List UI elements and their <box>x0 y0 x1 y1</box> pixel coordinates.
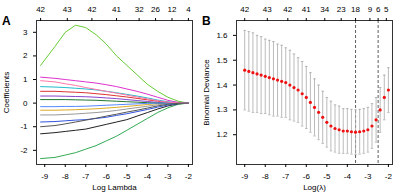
svg-text:43: 43 <box>63 5 72 14</box>
svg-text:-4: -4 <box>144 172 152 181</box>
html-text:A: A <box>2 14 11 28</box>
svg-text:2: 2 <box>23 51 28 60</box>
svg-text:-7: -7 <box>82 172 90 181</box>
svg-text:Binomial Deviance: Binomial Deviance <box>202 59 211 126</box>
svg-text:-8: -8 <box>62 172 70 181</box>
svg-text:Coefficients: Coefficients <box>2 72 11 114</box>
svg-text:-2: -2 <box>385 172 393 181</box>
svg-text:32: 32 <box>135 5 144 14</box>
svg-text:-2: -2 <box>185 172 193 181</box>
svg-text:-3: -3 <box>364 172 372 181</box>
svg-text:1.2: 1.2 <box>216 130 228 139</box>
svg-text:-6: -6 <box>103 172 111 181</box>
svg-text:-9: -9 <box>241 172 249 181</box>
svg-text:41: 41 <box>112 5 121 14</box>
svg-text:5: 5 <box>384 5 389 14</box>
svg-text:26: 26 <box>151 5 160 14</box>
svg-text:1: 1 <box>23 75 28 84</box>
svg-text:6: 6 <box>376 5 381 14</box>
svg-text:-1: -1 <box>20 122 28 131</box>
svg-text:-2: -2 <box>20 146 28 155</box>
svg-text:-8: -8 <box>262 172 270 181</box>
svg-text:-7: -7 <box>282 172 290 181</box>
svg-text:1.5: 1.5 <box>216 56 228 65</box>
svg-text:42: 42 <box>87 5 96 14</box>
svg-text:-3: -3 <box>164 172 172 181</box>
svg-text:1.6: 1.6 <box>216 31 228 40</box>
svg-text:1.3: 1.3 <box>216 105 228 114</box>
svg-text:9: 9 <box>368 5 373 14</box>
svg-text:42: 42 <box>36 5 45 14</box>
svg-text:12: 12 <box>168 5 177 14</box>
svg-text:23: 23 <box>337 5 346 14</box>
svg-text:34: 34 <box>320 5 329 14</box>
svg-text:-5: -5 <box>323 172 331 181</box>
svg-text:18: 18 <box>351 5 360 14</box>
svg-text:Log Lambda: Log Lambda <box>92 183 137 192</box>
svg-text:42: 42 <box>283 5 292 14</box>
svg-text:3: 3 <box>23 28 28 37</box>
svg-text:41: 41 <box>302 5 311 14</box>
svg-text:43: 43 <box>263 5 272 14</box>
html-text:B: B <box>202 14 211 28</box>
svg-text:-9: -9 <box>41 172 49 181</box>
svg-text:-5: -5 <box>123 172 131 181</box>
svg-text:4: 4 <box>186 5 191 14</box>
svg-text:1.4: 1.4 <box>216 81 228 90</box>
svg-text:42: 42 <box>240 5 249 14</box>
svg-text:-6: -6 <box>303 172 311 181</box>
svg-text:0: 0 <box>23 99 28 108</box>
svg-text:Log(λ): Log(λ) <box>303 183 326 192</box>
svg-text:-4: -4 <box>344 172 352 181</box>
